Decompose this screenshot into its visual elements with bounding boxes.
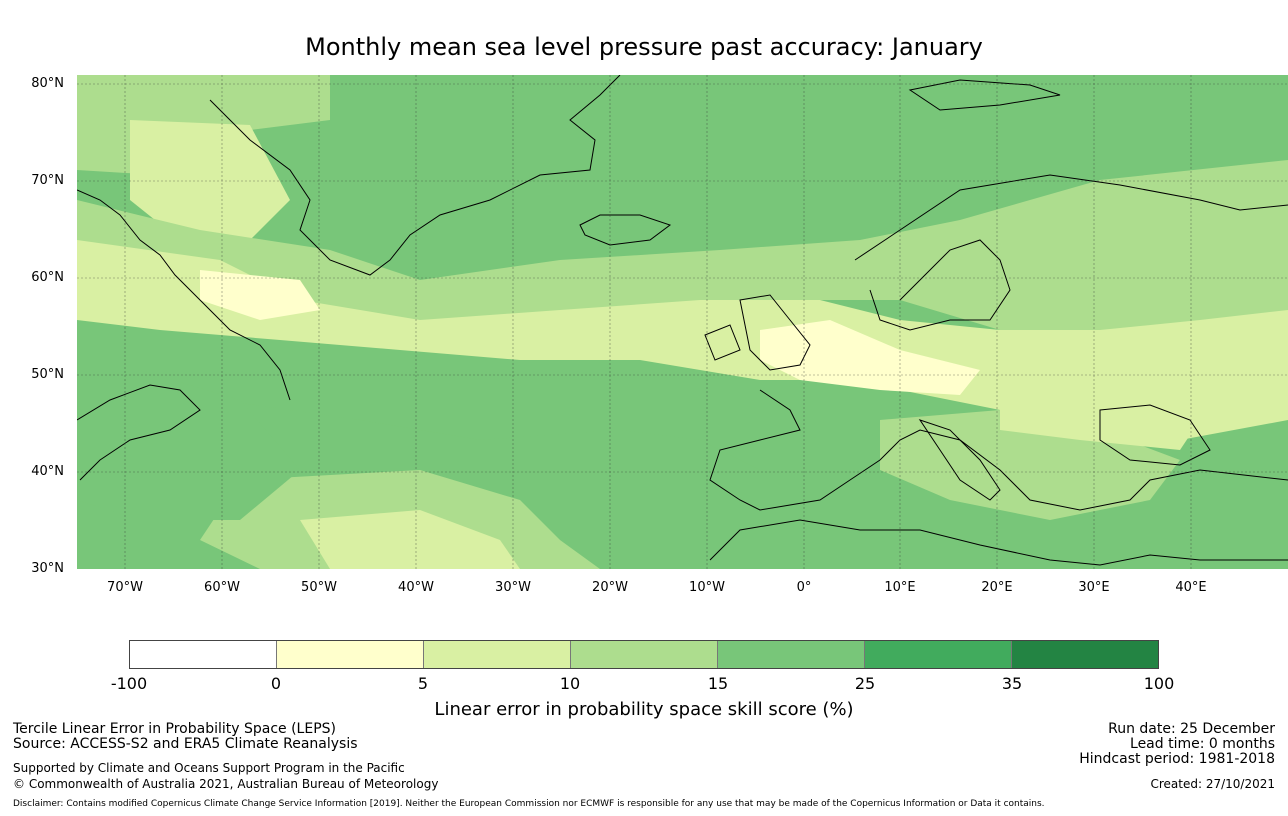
lon-label: 0°	[796, 580, 812, 595]
lat-label: 60°N	[31, 270, 64, 285]
colorbar-segment	[1012, 641, 1158, 668]
colorbar-tick: 5	[417, 674, 429, 693]
colorbar	[129, 640, 1159, 669]
colorbar-tick: 0	[270, 674, 282, 693]
colorbar-label: Linear error in probability space skill …	[434, 699, 854, 720]
colorbar-segment	[277, 641, 424, 668]
colorbar-tick: 100	[1143, 674, 1175, 693]
footer-copyright: © Commonwealth of Australia 2021, Austra…	[13, 777, 439, 791]
skill-score-map	[77, 75, 1288, 569]
lon-label: 40°E	[1175, 580, 1207, 595]
lon-label: 20°E	[981, 580, 1013, 595]
lat-label: 40°N	[31, 464, 64, 479]
region-dark	[77, 370, 300, 520]
lon-label: 30°W	[495, 580, 531, 595]
lon-label: 30°E	[1078, 580, 1110, 595]
colorbar-tick: 35	[1001, 674, 1023, 693]
colorbar-tick: 25	[854, 674, 876, 693]
footer-support: Supported by Climate and Oceans Support …	[13, 761, 405, 775]
lon-label: 60°W	[204, 580, 240, 595]
created-date: Created: 27/10/2021	[1150, 777, 1275, 791]
run-date: Run date: 25 December	[1108, 721, 1275, 737]
lat-label: 70°N	[31, 173, 64, 188]
region-light	[77, 160, 1288, 340]
region-lightest	[760, 320, 980, 395]
region-lightest	[200, 270, 320, 320]
lon-label: 40°W	[398, 580, 434, 595]
lon-label: 10°W	[689, 580, 725, 595]
region-lighter	[77, 240, 1288, 440]
chart-title: Monthly mean sea level pressure past acc…	[305, 33, 983, 61]
lon-label: 50°W	[301, 580, 337, 595]
lat-label: 50°N	[31, 367, 64, 382]
region-light	[130, 120, 290, 250]
colorbar-segment	[424, 641, 571, 668]
colorbar-tick: 15	[707, 674, 729, 693]
lon-label: 10°E	[884, 580, 916, 595]
footer-method: Tercile Linear Error in Probability Spac…	[13, 721, 336, 737]
lon-label: 20°W	[592, 580, 628, 595]
footer-source: Source: ACCESS-S2 and ERA5 Climate Reana…	[13, 736, 358, 752]
disclaimer: Disclaimer: Contains modified Copernicus…	[13, 799, 1045, 809]
colorbar-segment	[571, 641, 718, 668]
hindcast-period: Hindcast period: 1981-2018	[1079, 751, 1275, 767]
lat-label: 80°N	[31, 76, 64, 91]
coastlines	[77, 75, 1288, 566]
lat-label: 30°N	[31, 561, 64, 576]
colorbar-tick: 10	[559, 674, 581, 693]
region-lighter	[300, 510, 520, 569]
lon-label: 70°W	[107, 580, 143, 595]
colorbar-segment	[865, 641, 1012, 668]
lead-time: Lead time: 0 months	[1130, 736, 1275, 752]
colorbar-segment	[130, 641, 277, 668]
gridlines	[77, 75, 1288, 569]
colorbar-tick: -100	[110, 674, 148, 693]
colorbar-segment	[718, 641, 865, 668]
